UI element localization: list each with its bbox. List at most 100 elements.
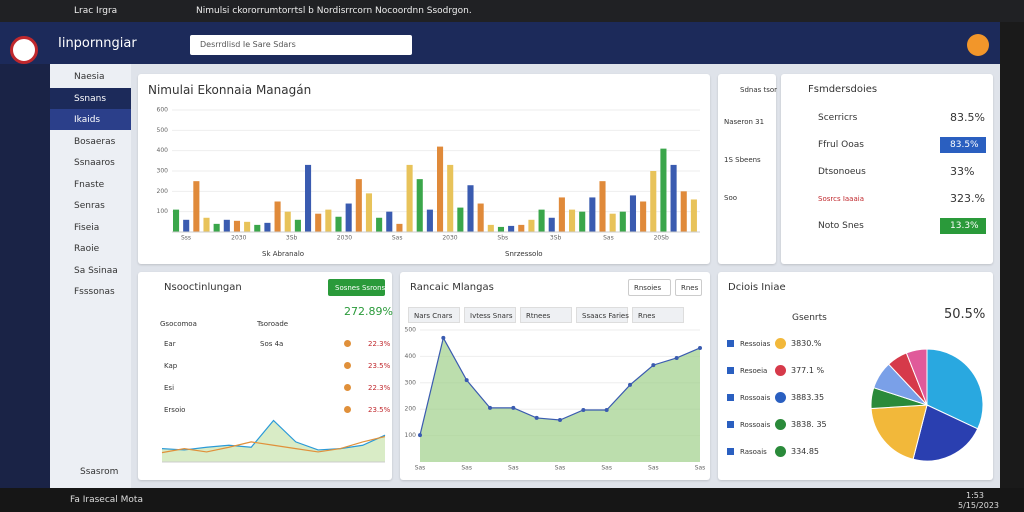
tab-title: Lrac Irgra bbox=[74, 6, 118, 16]
sidebar-item[interactable] bbox=[50, 87, 131, 109]
button-label[interactable]: Sosnes Ssrons bbox=[335, 284, 386, 292]
row-dot bbox=[775, 446, 786, 457]
row-icon bbox=[727, 421, 734, 428]
sidebar-label[interactable]: Ssnans bbox=[74, 93, 107, 104]
row-icon bbox=[727, 367, 734, 374]
kpi-value: 13.3% bbox=[950, 221, 979, 231]
legend-label: Tsoroade bbox=[257, 320, 289, 328]
row-dot bbox=[344, 340, 351, 347]
kpi-value: 83.5% bbox=[950, 111, 985, 124]
sidebar-label[interactable]: Fsssonas bbox=[74, 287, 115, 297]
sidebar bbox=[50, 64, 131, 488]
icon-strip bbox=[0, 64, 50, 488]
button-label[interactable]: Rnsoies bbox=[634, 284, 662, 292]
tab-label[interactable]: Rnes bbox=[638, 312, 656, 320]
row-dot bbox=[775, 365, 786, 376]
row-icon bbox=[727, 448, 734, 455]
taskbar-app: Fa Irasecal Mota bbox=[70, 495, 143, 505]
kpi-value: 323.% bbox=[950, 192, 985, 205]
sidebar-label[interactable]: Raoie bbox=[74, 244, 100, 254]
row-label: Kap bbox=[164, 362, 178, 370]
panel-button[interactable] bbox=[628, 279, 671, 296]
row-dot bbox=[775, 419, 786, 430]
browser-bar bbox=[0, 0, 1024, 22]
mini-item: 1S Sbeens bbox=[724, 156, 761, 164]
sidebar-label[interactable]: Fnaste bbox=[74, 179, 105, 190]
row-label: Ressoias bbox=[740, 340, 771, 348]
row-label: Resoeia bbox=[740, 367, 768, 375]
panel bbox=[400, 272, 710, 480]
row-value: 334.85 bbox=[791, 447, 819, 456]
sidebar-label[interactable]: Bosaeras bbox=[74, 136, 116, 147]
trend-value: 272.89% bbox=[344, 305, 393, 318]
sidebar-label[interactable]: Ikaids bbox=[74, 115, 101, 125]
tab[interactable] bbox=[576, 307, 628, 323]
row-value: 23.5% bbox=[368, 406, 391, 414]
logo bbox=[10, 36, 38, 64]
tab-label[interactable]: Ivtess Snars bbox=[470, 312, 513, 320]
kpi-label: Ffrul Ooas bbox=[818, 140, 864, 150]
panel-title: Rancaic Mlangas bbox=[410, 282, 494, 293]
axis-label: Snrzessolo bbox=[505, 250, 543, 258]
tab[interactable] bbox=[632, 307, 684, 323]
kpi-label: Dtsonoeus bbox=[818, 167, 866, 177]
row-label: Ersoio bbox=[164, 406, 186, 414]
dist-total: 50.5% bbox=[944, 307, 986, 322]
row-label: Ear bbox=[164, 340, 176, 348]
row-label: Rossoais bbox=[740, 394, 771, 402]
kpi-value: 33% bbox=[950, 165, 975, 178]
row-dot bbox=[344, 406, 351, 413]
panel bbox=[718, 74, 776, 264]
panel-title: Fsmdersdoies bbox=[808, 84, 878, 95]
tab[interactable] bbox=[520, 307, 572, 323]
user-avatar[interactable] bbox=[967, 34, 989, 56]
sidebar-footer: Ssasrom bbox=[80, 467, 119, 477]
row-dot bbox=[344, 384, 351, 391]
search-box[interactable] bbox=[190, 35, 412, 55]
trend-button[interactable] bbox=[328, 279, 385, 296]
kpi-label: Sosrcs Iaaaia bbox=[818, 195, 864, 203]
sidebar-label[interactable]: Naesia bbox=[74, 72, 105, 82]
mini-item: Soo bbox=[724, 194, 738, 202]
row-value: 377.1 % bbox=[791, 366, 825, 375]
search-placeholder[interactable]: Desrrdlisd Ie Sare Sdars bbox=[200, 40, 296, 49]
button-label[interactable]: Rnes bbox=[681, 284, 699, 292]
clock-date: 5/15/2023 bbox=[958, 501, 1000, 510]
row-value: 22.3% bbox=[368, 340, 391, 348]
row-icon bbox=[727, 340, 734, 347]
app-name: Iinpornngiar bbox=[58, 36, 137, 51]
dist-heading: Gsenrts bbox=[792, 313, 827, 323]
legend-label: Gsocomoa bbox=[160, 320, 197, 328]
panel-button[interactable] bbox=[675, 279, 702, 296]
row-label: Esi bbox=[164, 384, 175, 392]
sidebar-label[interactable]: Senras bbox=[74, 201, 105, 211]
tab-label[interactable]: Nars Cnars bbox=[414, 312, 453, 320]
tab-label[interactable]: Ssaacs Faries bbox=[582, 312, 629, 320]
row-value: 22.3% bbox=[368, 384, 391, 392]
sidebar-label[interactable]: Sa Ssinaa bbox=[74, 265, 118, 276]
kpi-value: 83.5% bbox=[950, 140, 979, 150]
tab[interactable] bbox=[464, 307, 516, 323]
tab-label[interactable]: Rtnees bbox=[526, 312, 551, 320]
chart-title: Nimulai Ekonnaia Managán bbox=[148, 83, 312, 97]
sidebar-label[interactable]: Ssnaaros bbox=[74, 158, 115, 168]
row-dot bbox=[775, 338, 786, 349]
row-value: 3830.% bbox=[791, 339, 822, 348]
right-strip bbox=[1000, 22, 1024, 488]
row-value: 3883.35 bbox=[791, 393, 825, 402]
tab[interactable] bbox=[408, 307, 460, 323]
clock-time: 1:53 bbox=[966, 491, 984, 500]
row-label: Rasoais bbox=[740, 448, 767, 456]
sidebar-item[interactable] bbox=[50, 109, 131, 130]
kpi-badge bbox=[940, 137, 986, 153]
sidebar-label[interactable]: Fiseia bbox=[74, 222, 100, 233]
panel-title: Dciois Iniae bbox=[728, 282, 786, 293]
row-label: Rossoais bbox=[740, 421, 771, 429]
page-title: Nimulsi ckororrumtorrtsl b Nordisrrcorn … bbox=[196, 6, 472, 16]
panel bbox=[138, 74, 710, 264]
kpi-label: Scerricrs bbox=[818, 113, 858, 123]
row-dot bbox=[344, 362, 351, 369]
row-value: 23.5% bbox=[368, 362, 391, 370]
panel-title: Sdnas tsor bbox=[740, 86, 778, 94]
